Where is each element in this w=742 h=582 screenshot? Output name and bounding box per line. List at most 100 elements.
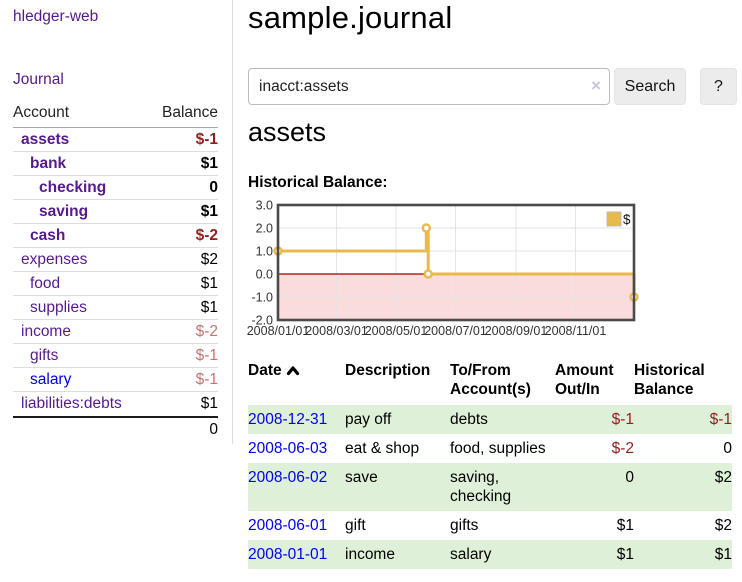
transaction-date-link[interactable]: 2008-06-03 xyxy=(248,440,328,457)
column-header-label: Date xyxy=(248,362,282,379)
accounts-table-header: Account Balance xyxy=(13,102,218,128)
balance-chart[interactable]: $3.0 2.0 1.0 0.0 -1.0 -2.0 2008/01/01 2008/03/0… xyxy=(247,199,742,348)
account-link-food[interactable]: food xyxy=(30,274,61,292)
register-description-cell: gift xyxy=(345,517,366,534)
register-amount-cell: $1 xyxy=(616,517,634,534)
transaction-date-link[interactable]: 2008-12-31 xyxy=(248,411,328,428)
data-point-marker xyxy=(421,223,432,233)
sort-ascending-icon xyxy=(286,366,300,376)
account-balance: $1 xyxy=(200,154,218,172)
register-balance-cell: $2 xyxy=(714,517,732,534)
sidebar-account-row: assets $-1 xyxy=(13,128,218,151)
column-header-description: Description xyxy=(345,361,450,405)
account-link-bank[interactable]: bank xyxy=(30,154,67,172)
register-table: Date Description To/From Account(s) Amount… xyxy=(248,361,732,569)
y-axis-tick-label: -2.0 xyxy=(251,314,273,328)
x-axis-tick-label: 2008/09/01 xyxy=(485,324,548,338)
column-header-label: To/From Account(s) xyxy=(450,362,531,398)
register-date-cell: 2008-06-01 xyxy=(248,511,345,540)
chart-title: Historical Balance: xyxy=(248,174,388,191)
register-amount-cell: $1 xyxy=(555,540,634,569)
legend-label: $ xyxy=(623,212,631,227)
register-date-cell: 2008-06-02 xyxy=(248,463,345,511)
accounts-rows: assets $-1 bank $1 checking 0 saving $1 cash $-2 e… xyxy=(13,128,218,415)
column-header-to-from-account-s-: To/From Account(s) xyxy=(450,361,555,405)
account-link-checking[interactable]: checking xyxy=(39,178,107,196)
accounts-table: Account Balance assets $-1 bank $1 checking 0… xyxy=(13,102,218,442)
sidebar-account-row: income $-2 xyxy=(13,319,218,343)
legend-swatch xyxy=(606,211,622,227)
register-date-cell: 2008-12-31 xyxy=(248,405,345,434)
account-link-gifts[interactable]: gifts xyxy=(30,346,59,364)
account-link-expenses[interactable]: expenses xyxy=(21,250,88,268)
column-header-label: Amount Out/In xyxy=(555,362,614,398)
sidebar-account-row: food $1 xyxy=(13,271,218,295)
register-balance-cell: $1 xyxy=(634,540,732,569)
account-title: assets xyxy=(248,117,327,147)
sidebar-account-row: supplies $1 xyxy=(13,295,218,319)
sidebar: hledger-web Journal Account Balance asse… xyxy=(0,0,233,444)
search-row: × Search ? xyxy=(248,68,737,105)
register-balance-cell: $2 xyxy=(634,463,732,511)
register-accounts-cell: saving, checking xyxy=(450,463,555,511)
account-link-income[interactable]: income xyxy=(21,322,71,340)
x-axis-tick-label: 2008/07/01 xyxy=(424,324,487,338)
register-balance-cell: 0 xyxy=(723,440,732,457)
transaction-date-link[interactable]: 2008-01-01 xyxy=(248,546,328,563)
account-balance: $1 xyxy=(200,202,218,220)
search-button[interactable]: Search xyxy=(614,68,686,105)
register-amount-cell: $-2 xyxy=(611,440,634,457)
y-axis-tick-label: -1.0 xyxy=(251,291,273,305)
register-row: 2008-12-31 pay off debts $-1 $-1 xyxy=(248,405,732,434)
account-link-supplies[interactable]: supplies xyxy=(30,298,87,316)
register-row: 2008-01-01 income salary $1 $1 xyxy=(248,540,732,569)
accounts-total-row: 0 xyxy=(13,416,218,442)
clear-search-icon[interactable]: × xyxy=(591,76,601,95)
sidebar-account-row: salary $-1 xyxy=(13,367,218,391)
sidebar-account-row: gifts $-1 xyxy=(13,343,218,367)
register-date-cell: 2008-06-03 xyxy=(248,434,345,463)
register-description-cell: save xyxy=(345,463,450,511)
sidebar-account-row: cash $-2 xyxy=(13,223,218,247)
account-link-saving[interactable]: saving xyxy=(39,202,89,220)
journal-nav-link[interactable]: Journal xyxy=(13,71,64,88)
page-title: sample.journal xyxy=(248,0,453,35)
y-axis-tick-label: 1.0 xyxy=(256,245,273,259)
account-balance: 0 xyxy=(209,178,218,196)
register-accounts-cell: food, supplies xyxy=(450,440,546,457)
help-button[interactable]: ? xyxy=(700,68,737,105)
column-header-date[interactable]: Date xyxy=(248,361,345,405)
register-row: 2008-06-01 gift gifts $1 $2 xyxy=(248,511,732,540)
register-accounts-cell: debts xyxy=(450,405,555,434)
transaction-date-link[interactable]: 2008-06-02 xyxy=(248,469,328,486)
account-balance: $-1 xyxy=(195,130,218,148)
x-axis-tick-label: 2008/11/01 xyxy=(545,324,607,338)
register-date-cell: 2008-01-01 xyxy=(248,540,345,569)
search-input[interactable] xyxy=(248,68,610,105)
account-balance: $-2 xyxy=(195,226,218,244)
register-amount-cell: $-1 xyxy=(555,405,634,434)
register-accounts-cell: salary xyxy=(450,540,555,569)
register-row: 2008-06-02 save saving, checking 0 $2 xyxy=(248,463,732,511)
account-link-cash[interactable]: cash xyxy=(30,226,66,244)
x-axis-tick-label: 2008/05/01 xyxy=(365,324,428,338)
account-link-assets[interactable]: assets xyxy=(21,130,70,148)
register-balance-cell: $-1 xyxy=(634,405,732,434)
register-accounts-cell: gifts xyxy=(450,517,479,534)
account-balance: $-1 xyxy=(195,346,218,364)
account-link-salary[interactable]: salary xyxy=(30,370,72,388)
account-link-liabilities-debts[interactable]: liabilities:debts xyxy=(21,394,122,412)
total-balance: 0 xyxy=(209,421,218,438)
account-column-header: Account xyxy=(13,104,70,121)
sidebar-account-row: saving $1 xyxy=(13,199,218,223)
account-balance: $-1 xyxy=(195,370,218,388)
register-header-row: Date Description To/From Account(s) Amount… xyxy=(248,361,732,405)
brand-link[interactable]: hledger-web xyxy=(13,8,99,25)
x-axis-tick-label: 2008/03/01 xyxy=(305,324,368,338)
search-box: × xyxy=(248,68,610,105)
account-balance: $2 xyxy=(200,250,218,268)
register-description-cell: eat & shop xyxy=(345,440,420,457)
column-header-label: Description xyxy=(345,362,431,379)
column-header-label: Historical Balance xyxy=(634,362,705,398)
transaction-date-link[interactable]: 2008-06-01 xyxy=(248,517,328,534)
